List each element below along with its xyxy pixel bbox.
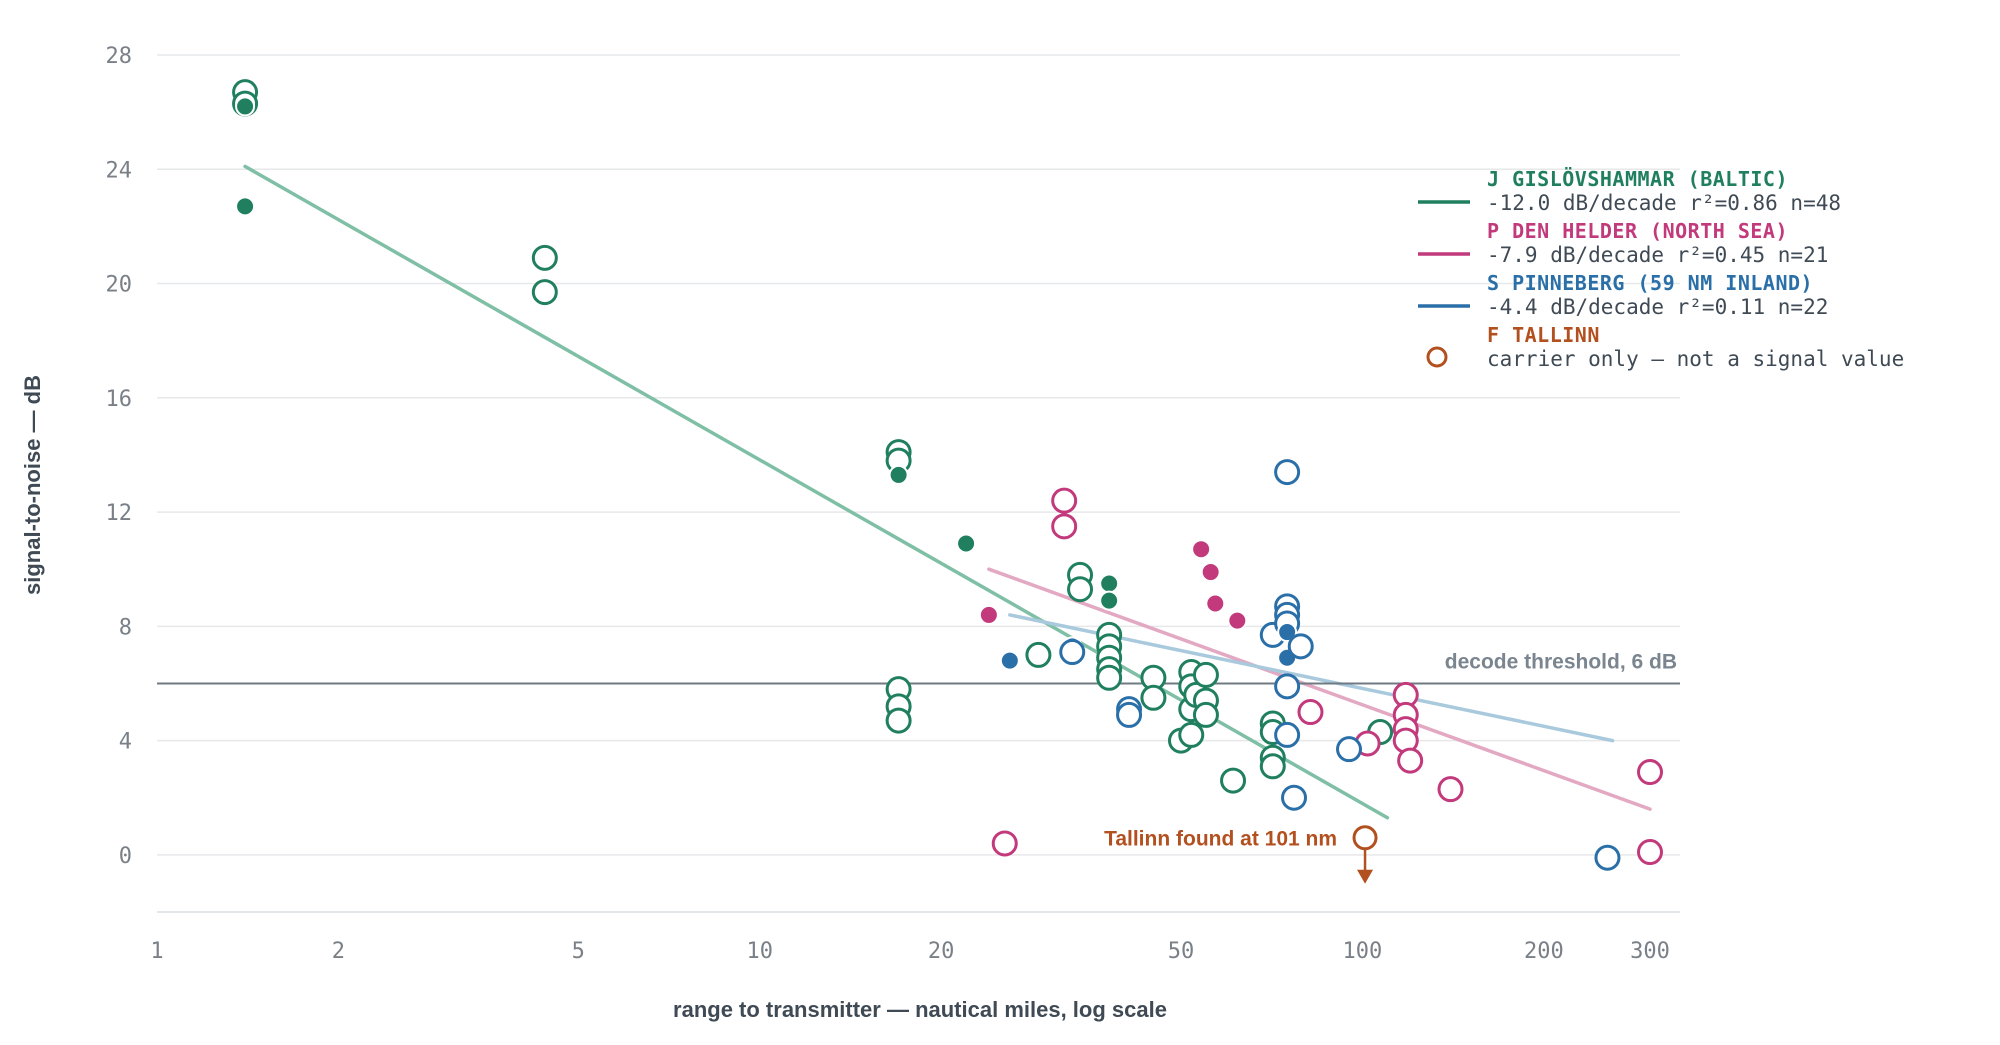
data-point	[235, 96, 256, 117]
y-tick-label: 16	[106, 387, 133, 412]
legend-carrier-name: F TALLINN	[1487, 323, 1600, 347]
threshold: decode threshold, 6 dB	[157, 650, 1680, 685]
legend-series-name: P DEN HELDER (NORTH SEA)	[1487, 219, 1788, 243]
data-point	[1287, 633, 1314, 660]
legend-carrier-note: carrier only — not a signal value	[1487, 347, 1904, 371]
x-tick-label: 50	[1168, 939, 1195, 964]
data-point	[956, 533, 977, 554]
data-point	[1281, 784, 1308, 811]
data-point	[1059, 639, 1086, 666]
data-point	[1274, 721, 1301, 748]
y-tick-label: 20	[106, 273, 133, 298]
y-tick-label: 0	[119, 844, 132, 869]
data-point	[1205, 593, 1226, 614]
data-point	[999, 650, 1020, 671]
data-point	[235, 196, 256, 217]
data-points	[232, 79, 1663, 871]
x-tick-label: 100	[1343, 939, 1383, 964]
carrier-marker: Tallinn found at 101 nm	[1104, 825, 1378, 884]
data-point	[1277, 622, 1298, 643]
carrier-annotation: Tallinn found at 101 nm	[1104, 828, 1337, 851]
data-point	[1099, 590, 1120, 611]
x-tick-label: 2	[332, 939, 345, 964]
y-tick-label: 4	[119, 730, 132, 755]
y-axis-ticks: 0 4 8 12 16 20 24 28	[106, 44, 133, 869]
data-point	[531, 244, 558, 271]
x-tick-label: 1	[150, 939, 163, 964]
y-axis-title: signal-to-noise — dB	[20, 375, 45, 595]
data-point	[1025, 641, 1052, 668]
x-tick-label: 10	[746, 939, 773, 964]
x-axis-ticks: 1 2 5 10 20 50 100 200 300	[150, 939, 1670, 964]
data-point	[1637, 839, 1663, 866]
legend-series-name: S PINNEBERG (59 NM INLAND)	[1487, 271, 1813, 295]
data-point	[1192, 701, 1219, 728]
data-point	[888, 464, 909, 485]
legend-series-stats: -7.9 dB/decade r²=0.45 n=21	[1487, 243, 1828, 267]
y-tick-label: 24	[106, 158, 133, 183]
threshold-label: decode threshold, 6 dB	[1445, 650, 1677, 673]
legend: J GISLÖVSHAMMAR (BALTIC)-12.0 dB/decade …	[1418, 167, 1904, 371]
legend-carrier-marker	[1426, 346, 1448, 368]
data-point	[1051, 513, 1078, 540]
data-point	[1096, 664, 1123, 691]
x-tick-label: 20	[928, 939, 955, 964]
data-point	[1259, 753, 1286, 780]
x-axis-title: range to transmitter — nautical miles, l…	[673, 997, 1167, 1022]
grid	[157, 54, 1680, 913]
y-tick-label: 12	[106, 501, 133, 526]
legend-series-stats: -4.4 dB/decade r²=0.11 n=22	[1487, 295, 1828, 319]
data-point	[1178, 721, 1205, 748]
legend-series-stats: -12.0 dB/decade r²=0.86 n=48	[1487, 191, 1841, 215]
data-point	[885, 707, 912, 734]
data-point	[1192, 661, 1219, 688]
data-point	[1594, 844, 1621, 871]
data-point	[1227, 610, 1248, 631]
data-point	[991, 830, 1018, 857]
fit-line	[987, 567, 1652, 811]
data-point	[1140, 684, 1167, 711]
data-point	[1397, 747, 1424, 774]
data-point	[1067, 576, 1094, 603]
data-point	[1297, 699, 1324, 726]
data-point	[1274, 459, 1301, 486]
y-tick-label: 8	[119, 615, 132, 640]
x-tick-label: 5	[572, 939, 585, 964]
carrier-point	[1352, 825, 1378, 851]
fit-lines	[243, 164, 1652, 820]
legend-series-name: J GISLÖVSHAMMAR (BALTIC)	[1487, 167, 1788, 191]
data-point	[1336, 736, 1363, 763]
data-point	[1437, 776, 1464, 803]
data-point	[1099, 573, 1120, 594]
data-point	[531, 279, 558, 306]
data-point	[1274, 673, 1301, 700]
carrier-arrow	[1357, 869, 1374, 884]
x-tick-label: 300	[1630, 939, 1670, 964]
data-point	[1191, 539, 1212, 560]
data-point	[1637, 759, 1663, 786]
data-point	[978, 604, 999, 625]
data-point	[1220, 767, 1247, 794]
data-point	[1116, 701, 1143, 728]
data-point	[1051, 487, 1078, 514]
y-tick-label: 28	[106, 44, 133, 69]
x-tick-label: 200	[1524, 939, 1564, 964]
data-point	[1200, 562, 1221, 583]
